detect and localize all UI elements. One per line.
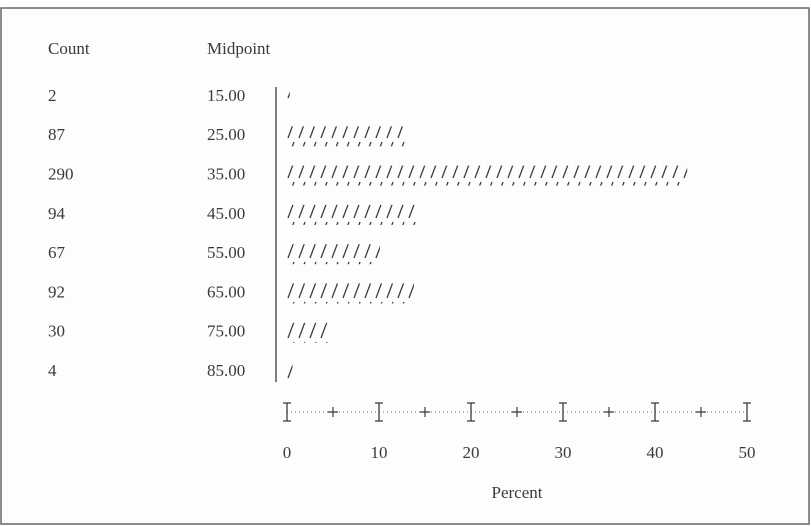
bar [287, 362, 293, 383]
tick-mark [375, 402, 383, 422]
midpoint: 65.00 [207, 282, 245, 301]
count-header: Count [48, 39, 90, 58]
midpoint: 85.00 [207, 361, 245, 380]
tick-mark [283, 402, 291, 422]
midpoint: 75.00 [207, 322, 245, 341]
tick-mark [559, 402, 567, 422]
count: 290 [48, 165, 74, 184]
minor-tick [696, 407, 706, 417]
x-tick-label: 0 [283, 443, 292, 462]
count: 2 [48, 86, 57, 105]
count: 87 [48, 125, 66, 144]
midpoint: 15.00 [207, 86, 245, 105]
bar [287, 126, 408, 147]
bar [287, 322, 329, 343]
midpoint: 25.00 [207, 125, 245, 144]
count: 92 [48, 282, 65, 301]
x-tick-label: 10 [371, 443, 388, 462]
bar [287, 87, 290, 107]
x-tick-label: 30 [555, 443, 572, 462]
x-tick-label: 40 [647, 443, 664, 462]
tick-mark [743, 402, 751, 422]
tick-mark [467, 402, 475, 422]
midpoint: 45.00 [207, 204, 245, 223]
x-tick-label: 50 [739, 443, 756, 462]
bar [287, 244, 380, 265]
midpoint-header: Midpoint [207, 39, 271, 58]
x-axis-label: Percent [492, 483, 543, 502]
count: 67 [48, 243, 66, 262]
minor-tick [604, 407, 614, 417]
minor-tick [328, 407, 338, 417]
count: 30 [48, 322, 65, 341]
bar [287, 283, 414, 304]
count: 94 [48, 204, 66, 223]
count: 4 [48, 361, 57, 380]
midpoint: 55.00 [207, 243, 245, 262]
minor-tick [420, 407, 430, 417]
x-tick-label: 20 [463, 443, 480, 462]
minor-tick [512, 407, 522, 417]
frame [0, 7, 810, 525]
bar [287, 165, 688, 186]
midpoint: 35.00 [207, 165, 245, 184]
tick-mark [651, 402, 659, 422]
bar [287, 204, 417, 225]
